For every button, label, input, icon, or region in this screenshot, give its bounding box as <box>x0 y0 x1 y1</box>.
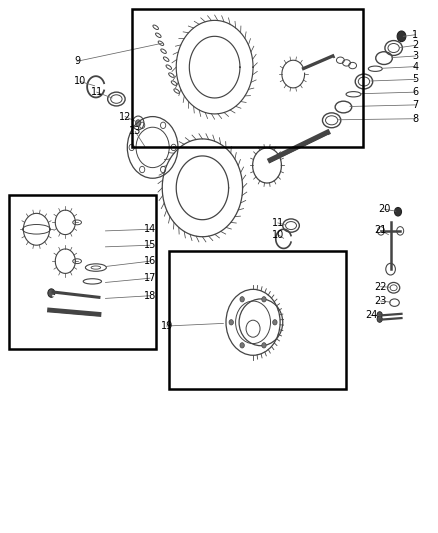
Circle shape <box>377 316 382 322</box>
Text: 7: 7 <box>412 100 419 110</box>
Text: 4: 4 <box>413 62 419 71</box>
Bar <box>169 251 346 389</box>
Circle shape <box>262 343 266 348</box>
Circle shape <box>229 320 233 325</box>
Circle shape <box>395 207 402 216</box>
Circle shape <box>240 343 244 348</box>
Text: 22: 22 <box>374 282 387 292</box>
Text: 10: 10 <box>272 230 284 240</box>
Circle shape <box>240 297 244 302</box>
Circle shape <box>377 312 382 318</box>
Text: 23: 23 <box>374 296 387 306</box>
Text: 19: 19 <box>160 321 173 331</box>
Bar <box>132 9 363 147</box>
Text: 12: 12 <box>119 111 131 122</box>
Text: 13: 13 <box>129 126 141 136</box>
Text: 18: 18 <box>144 290 156 301</box>
Text: 3: 3 <box>413 51 419 61</box>
Text: 8: 8 <box>413 114 419 124</box>
Circle shape <box>397 31 406 42</box>
Text: 11: 11 <box>91 87 103 97</box>
Text: 16: 16 <box>144 256 156 266</box>
Text: 6: 6 <box>413 87 419 97</box>
Text: 14: 14 <box>144 224 156 235</box>
Text: 2: 2 <box>412 41 419 50</box>
Bar <box>10 195 155 349</box>
Text: 15: 15 <box>144 240 156 250</box>
Circle shape <box>48 289 55 297</box>
Text: 20: 20 <box>378 204 390 214</box>
Text: 24: 24 <box>365 310 377 320</box>
Text: 21: 21 <box>374 225 387 236</box>
Circle shape <box>136 120 141 126</box>
Text: 10: 10 <box>74 77 86 86</box>
Circle shape <box>262 297 266 302</box>
Circle shape <box>273 320 277 325</box>
Text: 11: 11 <box>272 218 284 228</box>
Text: 17: 17 <box>144 273 156 283</box>
Text: 9: 9 <box>74 56 80 66</box>
Text: 1: 1 <box>413 30 419 40</box>
Text: 5: 5 <box>412 75 419 84</box>
